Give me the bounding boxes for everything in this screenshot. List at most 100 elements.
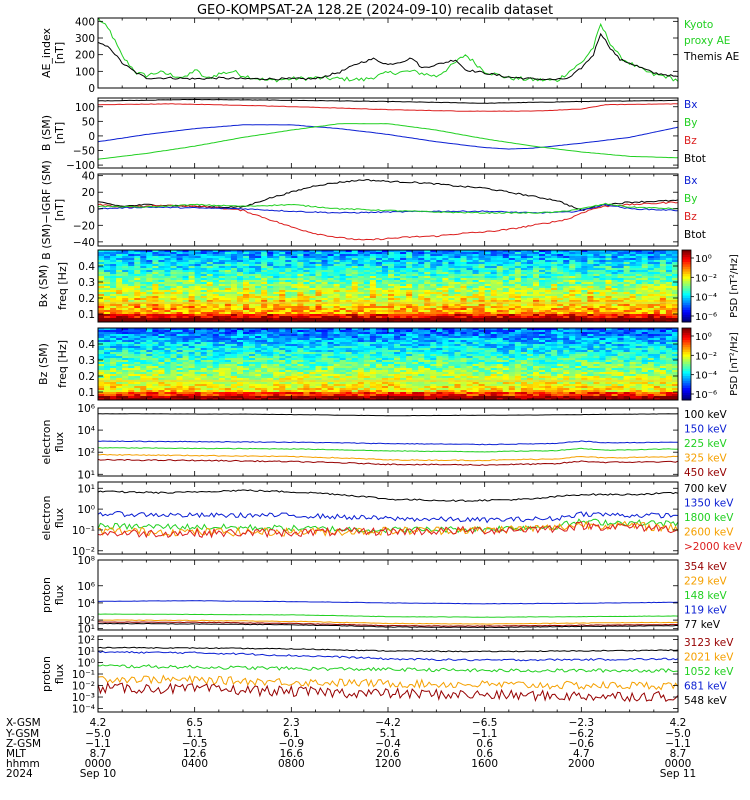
spectrogram-cell — [104, 304, 111, 307]
spectrogram-cell — [176, 286, 184, 289]
spectrogram-cell — [230, 286, 238, 289]
spectrogram-cell — [243, 338, 250, 341]
spectrogram-cell — [665, 262, 673, 265]
spectrogram-cell — [249, 350, 256, 353]
spectrogram-cell — [563, 278, 570, 281]
spectrogram-cell — [442, 298, 450, 301]
spectrogram-cell — [526, 272, 534, 275]
spectrogram-cell — [230, 334, 238, 337]
spectrogram-cell — [381, 310, 389, 313]
spectrogram-cell — [98, 282, 105, 285]
spectrogram-cell — [400, 298, 407, 301]
spectrogram-cell — [122, 264, 129, 267]
spectrogram-cell — [170, 290, 178, 293]
spectrogram-cell — [249, 280, 256, 283]
spectrogram-cell — [357, 306, 365, 309]
spectrogram-cell — [647, 262, 655, 265]
spectrogram-cell — [375, 304, 383, 307]
spectrogram-cell — [369, 316, 377, 319]
spectrogram-cell — [122, 352, 129, 355]
spectrogram-cell — [188, 364, 196, 367]
spectrogram-cell — [400, 252, 407, 255]
spectrogram-cell — [394, 268, 401, 271]
colorbar-cell — [682, 250, 691, 253]
spectrogram-cell — [188, 334, 196, 337]
spectrogram-cell — [158, 260, 166, 263]
spectrogram-cell — [460, 250, 468, 253]
spectrogram-cell — [182, 298, 190, 301]
spectrogram-cell — [110, 290, 117, 293]
spectrogram-cell — [508, 254, 516, 257]
spectrogram-cell — [212, 250, 220, 253]
spectrogram-cell — [460, 298, 468, 301]
spectrogram-cell — [448, 286, 456, 289]
spectrogram-cell — [321, 276, 329, 279]
spectrogram-cell — [158, 254, 166, 257]
spectrogram-cell — [249, 250, 256, 253]
spectrogram-cell — [176, 260, 184, 263]
spectrogram-cell — [539, 318, 546, 321]
spectrogram-cell — [98, 298, 105, 301]
spectrogram-cell — [116, 312, 123, 315]
spectrogram-cell — [309, 300, 317, 303]
spectrogram-cell — [418, 292, 425, 295]
spectrogram-cell — [158, 270, 166, 273]
spectrogram-cell — [502, 306, 510, 309]
spectrogram-cell — [273, 344, 280, 347]
spectrogram-cell — [490, 318, 498, 321]
spectrogram-cell — [430, 314, 437, 317]
spectrogram-cell — [104, 328, 111, 331]
spectrogram-cell — [224, 260, 232, 263]
spectrogram-cell — [279, 254, 286, 257]
spectrogram-cell — [647, 258, 655, 261]
spectrogram-cell — [134, 254, 141, 257]
spectrogram-cell — [466, 316, 474, 319]
spectrogram-cell — [164, 256, 172, 259]
spectrogram-cell — [539, 310, 546, 313]
colorbar-cell — [682, 317, 691, 321]
spectrogram-cell — [194, 370, 202, 373]
spectrogram-cell — [526, 320, 534, 322]
spectrogram-cell — [484, 266, 492, 269]
spectrogram-cell — [249, 390, 256, 393]
spectrogram-cell — [279, 294, 286, 297]
spectrogram-cell — [478, 276, 486, 279]
spectrogram-cell — [164, 276, 172, 279]
spectrogram-cell — [357, 320, 365, 322]
spectrogram-cell — [321, 318, 329, 321]
spectrogram-cell — [176, 296, 184, 299]
legend-entry: proxy AE — [684, 35, 730, 47]
spectrogram-cell — [629, 252, 637, 255]
spectrogram-cell — [164, 332, 172, 335]
spectrogram-cell — [164, 294, 172, 297]
spectrogram-cell — [261, 280, 268, 283]
spectrogram-cell — [128, 372, 135, 375]
spectrogram-cell — [551, 294, 558, 297]
spectrogram-cell — [514, 314, 522, 317]
spectrogram-cell — [200, 356, 208, 359]
spectrogram-cell — [261, 278, 268, 281]
spectrogram-cell — [261, 398, 268, 400]
spectrogram-cell — [321, 300, 329, 303]
spectrogram-cell — [236, 392, 244, 395]
spectrogram-cell — [641, 260, 649, 263]
spectrogram-cell — [224, 346, 232, 349]
spectrogram-cell — [267, 394, 274, 397]
spectrogram-cell — [454, 254, 462, 257]
spectrogram-cell — [454, 304, 462, 307]
spectrogram-cell — [152, 308, 160, 311]
spectrogram-cell — [587, 320, 595, 322]
spectrogram-cell — [436, 298, 443, 301]
spectrogram-cell — [490, 314, 498, 317]
spectrogram-cell — [520, 272, 528, 275]
spectrogram-cell — [406, 274, 413, 277]
spectrogram-cell — [297, 288, 305, 291]
spectrogram-cell — [629, 282, 637, 285]
spectrogram-cell — [406, 266, 413, 269]
spectrogram-cell — [134, 344, 141, 347]
spectrogram-cell — [122, 344, 129, 347]
spectrogram-cell — [110, 378, 117, 381]
spectrogram-cell — [454, 318, 462, 321]
spectrogram-cell — [273, 278, 280, 281]
spectrogram-cell — [369, 304, 377, 307]
